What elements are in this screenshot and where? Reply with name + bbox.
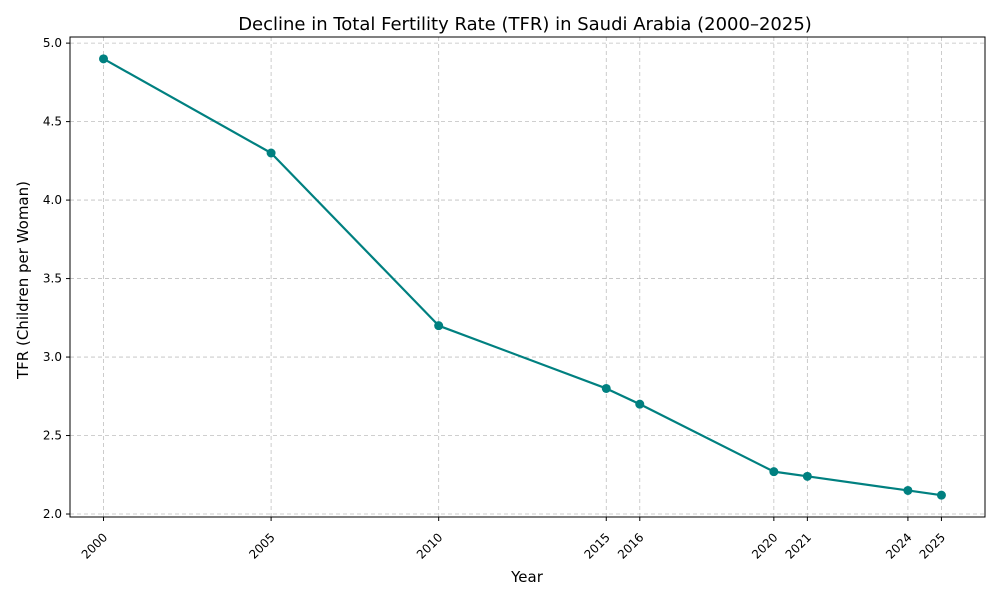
data-point-2016	[635, 399, 645, 409]
x-tick-label: 2021	[783, 530, 814, 561]
x-axis-label: Year	[510, 568, 544, 586]
x-tick-label: 2025	[917, 530, 948, 561]
x-tick-label: 2024	[883, 530, 914, 561]
data-point-2021	[802, 471, 812, 481]
x-tick-label: 2000	[79, 530, 110, 561]
x-tick-label: 2015	[581, 530, 612, 561]
x-tick-label: 2010	[414, 530, 445, 561]
x-tick-label: 2005	[246, 530, 277, 561]
data-point-2024	[903, 485, 913, 495]
y-tick-label: 2.0	[43, 507, 62, 521]
series-lines	[102, 57, 942, 497]
data-point-2015	[601, 383, 611, 393]
y-tick-label: 3.5	[43, 272, 62, 286]
y-tick-label: 4.0	[43, 193, 62, 207]
grid-lines	[70, 37, 985, 517]
axes: 2000 2005 2010 2015 2016 2020 2021 2024 2025 2.0 2…	[43, 36, 986, 562]
x-tick-label: 2020	[749, 530, 780, 561]
y-tick-label: 3.0	[43, 350, 62, 364]
data-point-2000	[99, 54, 109, 64]
data-point-2010	[434, 321, 444, 331]
chart-title: Decline in Total Fertility Rate (TFR) in…	[238, 14, 812, 35]
y-axis-label: TFR (Children per Woman)	[14, 181, 32, 380]
y-tick-label: 2.5	[43, 429, 62, 443]
series-line-tfr	[102, 57, 942, 497]
plot-frame	[69, 36, 986, 518]
data-point-2020	[769, 467, 779, 477]
y-tick-label: 5.0	[43, 36, 62, 50]
data-point-2005	[266, 148, 276, 158]
y-tick-label: 4.5	[43, 115, 62, 129]
x-tick-label: 2016	[615, 530, 646, 561]
data-point-2025	[936, 490, 946, 500]
data-points	[99, 54, 946, 500]
